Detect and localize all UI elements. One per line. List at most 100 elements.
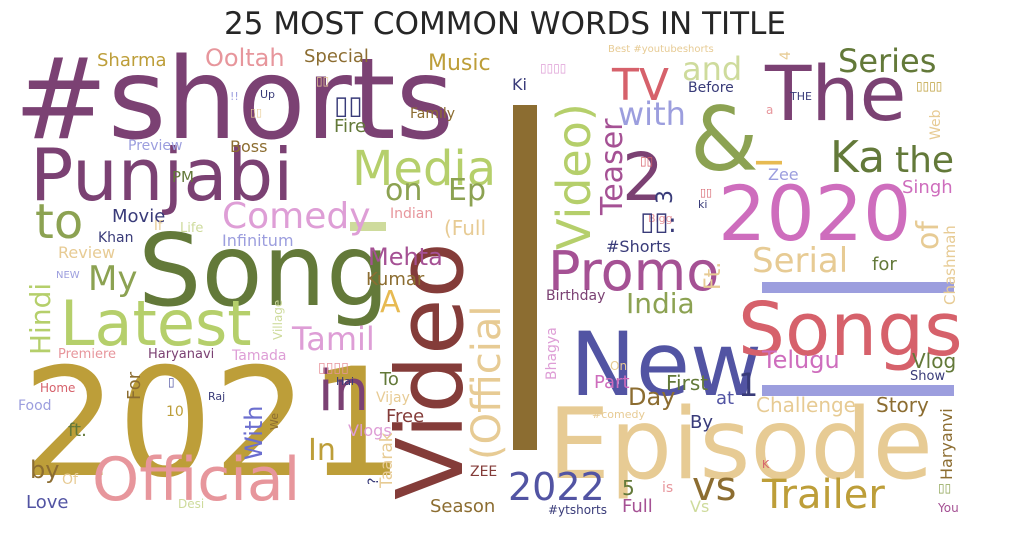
word-music: Music <box>428 51 491 76</box>
word-10: 10 <box>166 404 184 420</box>
word-family: Family <box>410 106 455 122</box>
word-tv: TV <box>611 60 669 111</box>
word-life: Life <box>180 221 203 236</box>
word-ytshorts: #ytshorts <box>548 503 607 517</box>
word-review: Review <box>58 243 115 262</box>
word-if: If <box>154 219 163 234</box>
glyph-word-6: ▯▯ <box>938 481 951 495</box>
word-media: Media <box>352 141 496 197</box>
word-challenge: Challenge <box>756 393 856 417</box>
word-ki: Ki <box>512 75 527 94</box>
word-you: You <box>937 501 959 515</box>
word-khan: Khan <box>98 230 134 246</box>
word-new: New <box>570 313 762 416</box>
word-on: On <box>610 359 627 373</box>
bar-lavender-1-mark <box>762 282 954 293</box>
word-in: In <box>308 433 336 468</box>
word-raj: Raj <box>208 390 225 403</box>
word-ft: ft. <box>68 420 87 441</box>
word-telugu: Telugu <box>761 346 840 374</box>
word-song: Song <box>138 212 390 329</box>
word-desi: Desi <box>178 497 204 511</box>
word-free: Free <box>386 406 424 427</box>
word-preview: Preview <box>128 138 183 154</box>
word-with: With <box>240 406 268 461</box>
word-symbol: & <box>690 88 759 191</box>
word-food: Food <box>18 398 52 414</box>
glyph-word-10: ▯▯ <box>316 74 329 88</box>
word-my: My <box>88 259 137 299</box>
word-full: (Full <box>444 216 486 240</box>
word-comedy: Comedy <box>222 196 371 237</box>
word-2020: 2020 <box>718 169 911 258</box>
word-story: Story <box>876 393 929 417</box>
word-promo: Promo <box>548 240 719 303</box>
word-full: Full <box>622 496 653 517</box>
word-a: a <box>766 103 773 117</box>
word-best-youtubeshorts: Best #youtubeshorts <box>608 44 714 55</box>
word-first: First <box>666 371 708 395</box>
word-zee: ZEE <box>470 464 497 480</box>
word-tamada: Tamada <box>231 348 287 364</box>
word-ep: Ep <box>448 173 486 208</box>
glyph-word-5: ▯▯▯▯ <box>916 79 942 93</box>
word-ft: Ft. <box>701 262 726 290</box>
word-on: on <box>385 173 422 208</box>
word-5: 5 <box>622 476 635 500</box>
word-premiere: Premiere <box>58 347 116 362</box>
word-official: (Official <box>464 306 510 461</box>
word-bhagya: Bhagya <box>544 327 560 380</box>
word-we: We <box>268 413 281 430</box>
word-of: Of <box>62 472 79 488</box>
word-vijay: Vijay <box>376 390 410 406</box>
word-part: Part <box>594 372 630 393</box>
word-series: Series <box>838 42 936 80</box>
word-comedy: #comedy <box>592 408 645 421</box>
bar-green-mark <box>350 222 386 231</box>
word-zee: Zee <box>768 165 799 184</box>
word-taarak: Taarak <box>377 432 397 489</box>
word-video: Video) <box>547 103 601 250</box>
word-singh: Singh <box>902 177 953 198</box>
word-kumar: Kumar <box>366 269 425 290</box>
word-show: Show <box>910 369 945 384</box>
word-tamil: Tamil <box>291 320 375 358</box>
bar-lavender-2-mark <box>762 385 954 396</box>
word-by: by <box>30 456 59 484</box>
word-k: K <box>762 458 770 471</box>
word-sharma: Sharma <box>97 50 167 71</box>
word-shorts: #shorts <box>14 35 454 165</box>
word-village: Village <box>271 300 285 340</box>
word-with: with <box>618 95 686 133</box>
glyph-word-2: ▯▯▯▯ <box>540 61 566 75</box>
word-haryanavi: Haryanavi <box>148 347 214 362</box>
word-the: The <box>764 49 906 138</box>
word-songs: Songs <box>738 287 963 373</box>
word-ki: ki <box>698 198 707 211</box>
word-trailer: Trailer <box>761 472 885 518</box>
word-official: Official <box>92 445 300 515</box>
word-vs: vs <box>692 464 737 510</box>
word-indian: Indian <box>390 206 433 222</box>
word-vlogs: Vlogs <box>348 421 392 440</box>
word-birthday: Birthday <box>546 288 605 304</box>
word-symbol: !! <box>230 90 239 103</box>
word-pm: PM <box>172 168 194 186</box>
word-new: NEW <box>56 270 80 281</box>
word-for: for <box>872 254 897 275</box>
word-symbol: ? <box>366 478 382 485</box>
word-fire: Fire <box>334 116 366 137</box>
glyph-word-11: ▯ <box>168 375 175 389</box>
word-punjabi: Punjabi <box>30 133 293 217</box>
word-bigg: Bigg <box>648 212 673 225</box>
word-ka: Ka <box>830 132 885 183</box>
word-india: India <box>626 287 695 320</box>
word-up: Up <box>260 88 275 101</box>
word-mehta: Mehta <box>368 243 443 271</box>
word-for: For <box>124 371 145 400</box>
word-in: in <box>318 359 369 424</box>
word-symbol: : <box>668 209 677 239</box>
word-chashmah: Chashmah <box>941 225 959 305</box>
